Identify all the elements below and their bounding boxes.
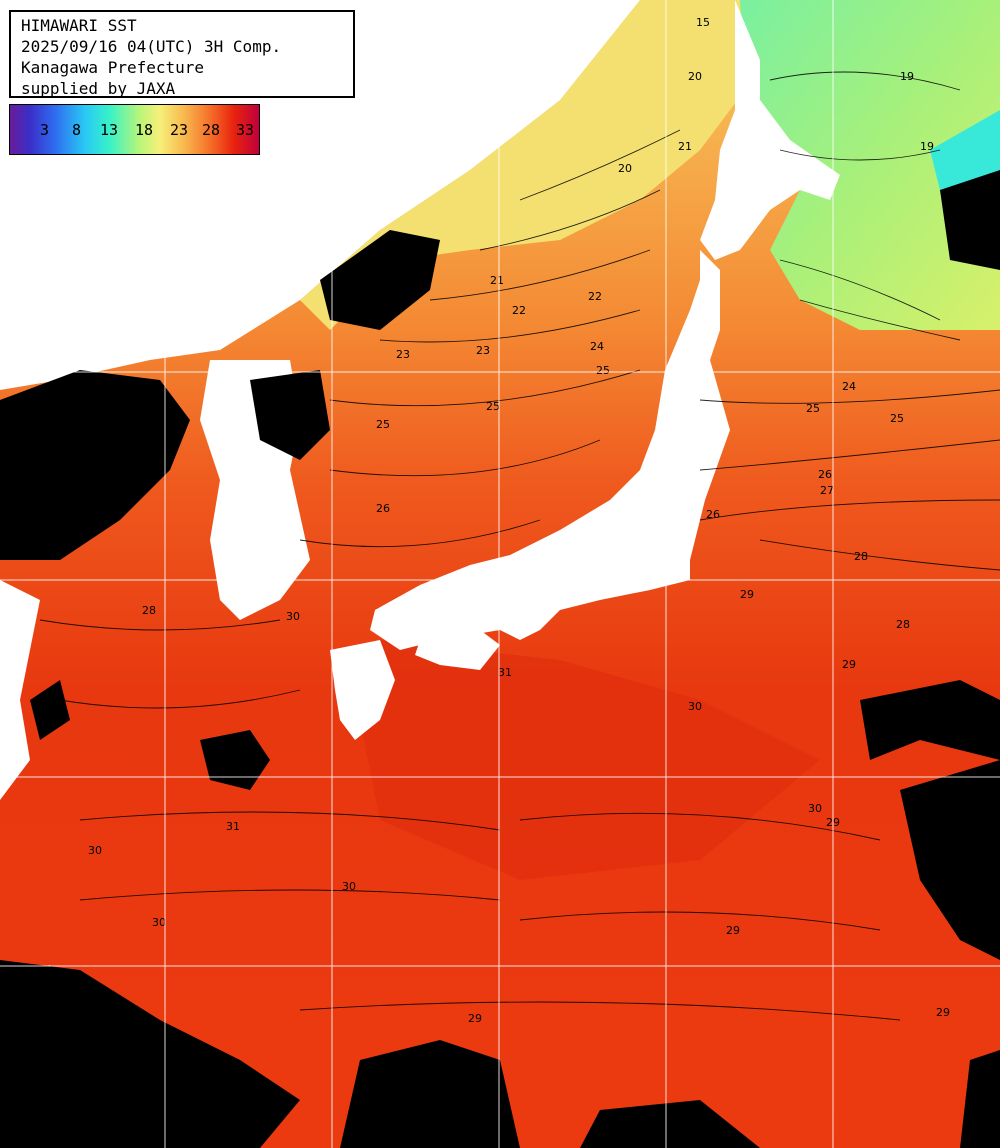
timestamp: 2025/09/16 04(UTC) 3H Comp.	[21, 37, 282, 56]
scale-label: 28	[202, 121, 221, 139]
contour-label: 15	[696, 16, 710, 29]
scale-label: 8	[72, 121, 82, 139]
cloud-patch	[580, 1100, 760, 1148]
scale-label: 18	[135, 121, 154, 139]
contour-label: 26	[376, 502, 390, 515]
contour-label: 28	[854, 550, 868, 563]
contour-label: 31	[498, 666, 512, 679]
cloud-patch	[0, 370, 190, 560]
cloud-patch	[960, 1050, 1000, 1148]
cloud-patch	[860, 680, 1000, 760]
contour-label: 25	[486, 400, 500, 413]
contour-label: 21	[678, 140, 692, 153]
contour-label: 29	[936, 1006, 950, 1019]
contour-label: 19	[920, 140, 934, 153]
contour-label: 23	[396, 348, 410, 361]
cloud-patch	[0, 960, 300, 1148]
contour-labels: 15 20 20 21 21 22 22 23 23 24 25 25 25 2…	[88, 16, 950, 1025]
cloud-patch	[250, 370, 330, 460]
china-coast-land	[0, 580, 40, 800]
contour-label: 25	[596, 364, 610, 377]
contour-label: 25	[890, 412, 904, 425]
cloud-patch	[320, 230, 440, 330]
contour-label: 23	[476, 344, 490, 357]
attribution: supplied by JAXA	[21, 79, 176, 98]
contour-label: 25	[806, 402, 820, 415]
contour-label: 22	[512, 304, 526, 317]
contour-label: 30	[342, 880, 356, 893]
contour-label: 19	[900, 70, 914, 83]
contour-label: 21	[490, 274, 504, 287]
contour-label: 25	[376, 418, 390, 431]
scale-label: 13	[100, 121, 119, 139]
shikoku-land	[415, 630, 500, 670]
temperature-scale: 3 8 13 18 23 28 33	[9, 104, 260, 155]
honshu-land	[370, 250, 730, 650]
contour-label: 30	[688, 700, 702, 713]
contour-label: 22	[588, 290, 602, 303]
cloud-patch	[940, 170, 1000, 270]
contour-label: 30	[808, 802, 822, 815]
contour-label: 20	[688, 70, 702, 83]
contour-label: 29	[468, 1012, 482, 1025]
contour-label: 29	[740, 588, 754, 601]
scale-label: 3	[40, 121, 50, 139]
northeast-cold-water	[740, 0, 1000, 330]
scale-label: 23	[170, 121, 189, 139]
contour-label: 31	[226, 820, 240, 833]
scale-label: 33	[236, 121, 255, 139]
contour-label: 24	[842, 380, 856, 393]
contour-label: 28	[896, 618, 910, 631]
contour-label: 24	[590, 340, 604, 353]
contour-label: 26	[818, 468, 832, 481]
cloud-patch	[900, 760, 1000, 960]
warm-core	[360, 640, 820, 880]
region-name: Kanagawa Prefecture	[21, 58, 205, 77]
cloud-patch	[200, 730, 270, 790]
cloud-patch	[340, 1040, 520, 1148]
contour-label: 30	[286, 610, 300, 623]
contour-label: 27	[820, 484, 834, 497]
info-box: HIMAWARI SST 2025/09/16 04(UTC) 3H Comp.…	[9, 10, 355, 98]
contour-label: 30	[152, 916, 166, 929]
product-title: HIMAWARI SST	[21, 16, 137, 35]
kyushu-land	[330, 640, 395, 740]
contour-lines	[39, 71, 1000, 1021]
contour-label: 29	[726, 924, 740, 937]
contour-label: 30	[88, 844, 102, 857]
contour-label: 29	[842, 658, 856, 671]
contour-label: 26	[706, 508, 720, 521]
hokkaido-land	[700, 0, 840, 260]
contour-label: 28	[142, 604, 156, 617]
contour-label: 20	[618, 162, 632, 175]
cloud-patch	[30, 680, 70, 740]
